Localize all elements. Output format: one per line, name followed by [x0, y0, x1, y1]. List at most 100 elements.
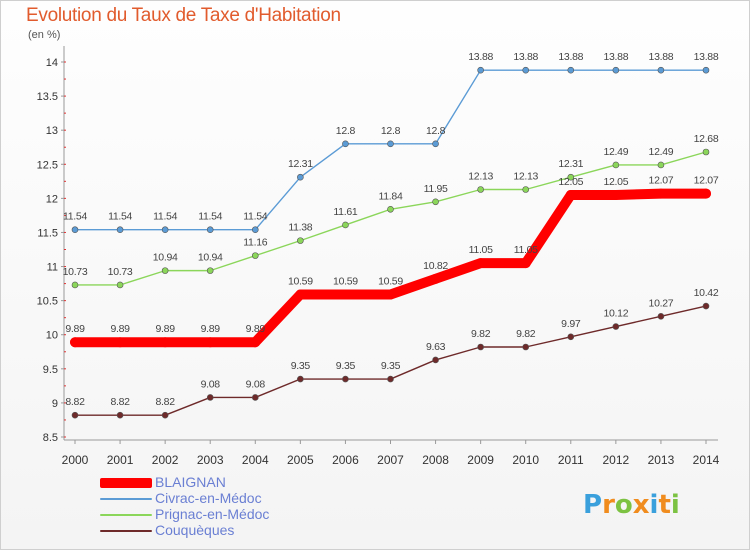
data-label: 12.8	[426, 125, 446, 137]
data-label: 10.94	[153, 252, 178, 264]
data-point	[71, 411, 79, 419]
legend-swatch	[100, 514, 152, 516]
legend-label: BLAIGNAN	[155, 474, 226, 490]
data-label: 12.13	[513, 171, 538, 183]
data-point	[702, 148, 710, 156]
y-tick-label: 14	[46, 57, 58, 69]
y-tick-label: 12	[46, 193, 58, 205]
data-point	[206, 394, 214, 401]
data-label: 9.89	[65, 323, 85, 335]
data-point	[432, 356, 439, 364]
data-label: 11.05	[469, 244, 493, 256]
logo-letter: P	[583, 490, 603, 520]
data-label: 10.59	[333, 276, 358, 288]
data-point	[342, 140, 349, 148]
data-point	[116, 281, 124, 289]
chart-title: Evolution du Taux de Taxe d'Habitation	[26, 5, 341, 26]
data-label: 9.89	[156, 323, 176, 335]
data-label: 12.8	[336, 125, 356, 137]
data-label: 10.59	[378, 276, 403, 288]
data-label: 12.07	[694, 175, 719, 187]
data-point	[115, 337, 126, 348]
data-point	[251, 394, 259, 401]
y-tick-label: 11	[47, 262, 58, 274]
data-label: 9.08	[201, 378, 221, 390]
x-tick-label: 2004	[242, 453, 269, 467]
legend-label: Couquèques	[155, 522, 235, 538]
data-label: 10.94	[198, 252, 223, 264]
data-point	[612, 161, 620, 169]
data-label: 11.54	[108, 211, 132, 223]
data-point	[250, 337, 261, 348]
data-label: 11.95	[424, 183, 448, 195]
x-tick-label: 2011	[558, 453, 584, 467]
data-label: 9.82	[516, 328, 536, 340]
data-point	[612, 323, 620, 330]
data-point	[342, 375, 349, 383]
logo-letter: x	[632, 490, 650, 520]
data-point	[432, 140, 439, 148]
data-point	[71, 281, 79, 289]
data-point	[116, 226, 124, 234]
data-point	[702, 66, 710, 74]
data-label: 10.73	[63, 266, 88, 278]
data-label: 11.61	[333, 206, 357, 218]
data-point	[160, 337, 171, 348]
data-point	[71, 226, 79, 234]
data-point	[297, 375, 304, 383]
data-label: 9.82	[471, 328, 491, 340]
legend-label: Civrac-en-Médoc	[155, 490, 262, 506]
y-tick-label: 13.5	[37, 91, 58, 103]
data-label: 9.08	[246, 378, 266, 390]
data-label: 11.54	[153, 211, 177, 223]
data-label: 12.49	[603, 146, 628, 158]
legend-swatch	[100, 478, 152, 488]
data-label: 10.27	[649, 297, 674, 309]
data-point	[206, 226, 214, 234]
data-label: 12.05	[603, 176, 628, 188]
data-label: 9.89	[201, 323, 221, 335]
y-tick-label: 8.5	[43, 432, 58, 444]
data-point	[297, 237, 304, 244]
logo-letter: r	[602, 490, 615, 520]
data-label: 13.88	[694, 51, 719, 63]
x-tick-label: 2006	[332, 453, 359, 467]
data-point	[477, 186, 484, 193]
data-point	[477, 343, 484, 351]
data-point	[567, 173, 575, 181]
data-point	[701, 188, 711, 199]
data-label: 11.16	[243, 237, 267, 249]
data-point	[161, 411, 169, 419]
data-label: 12.68	[694, 133, 719, 145]
data-point	[387, 140, 394, 148]
x-tick-label: 2000	[62, 453, 89, 467]
data-point	[657, 161, 665, 169]
legend-swatch	[100, 498, 152, 500]
data-point	[387, 205, 394, 213]
data-point	[475, 258, 486, 269]
data-label: 11.05	[514, 244, 538, 256]
data-label: 13.88	[513, 51, 538, 63]
data-point	[161, 226, 169, 234]
y-tick-label: 9.5	[43, 364, 58, 376]
data-point	[520, 258, 531, 269]
data-label: 9.35	[381, 360, 401, 372]
data-point	[206, 267, 214, 274]
data-label: 8.82	[156, 396, 176, 408]
x-tick-label: 2010	[512, 453, 539, 467]
x-tick-label: 2002	[152, 453, 179, 467]
data-label: 12.31	[558, 158, 583, 170]
x-tick-label: 2003	[197, 453, 224, 467]
data-label: 8.82	[65, 396, 85, 408]
data-label: 9.89	[110, 323, 130, 335]
data-label: 13.88	[468, 51, 493, 63]
data-label: 11.54	[63, 211, 87, 223]
data-label: 11.84	[379, 190, 403, 202]
data-point	[430, 273, 441, 284]
data-label: 10.82	[423, 260, 448, 272]
data-point	[116, 411, 124, 419]
data-point	[342, 221, 349, 229]
data-point	[70, 337, 80, 348]
x-tick-label: 2013	[648, 453, 675, 467]
